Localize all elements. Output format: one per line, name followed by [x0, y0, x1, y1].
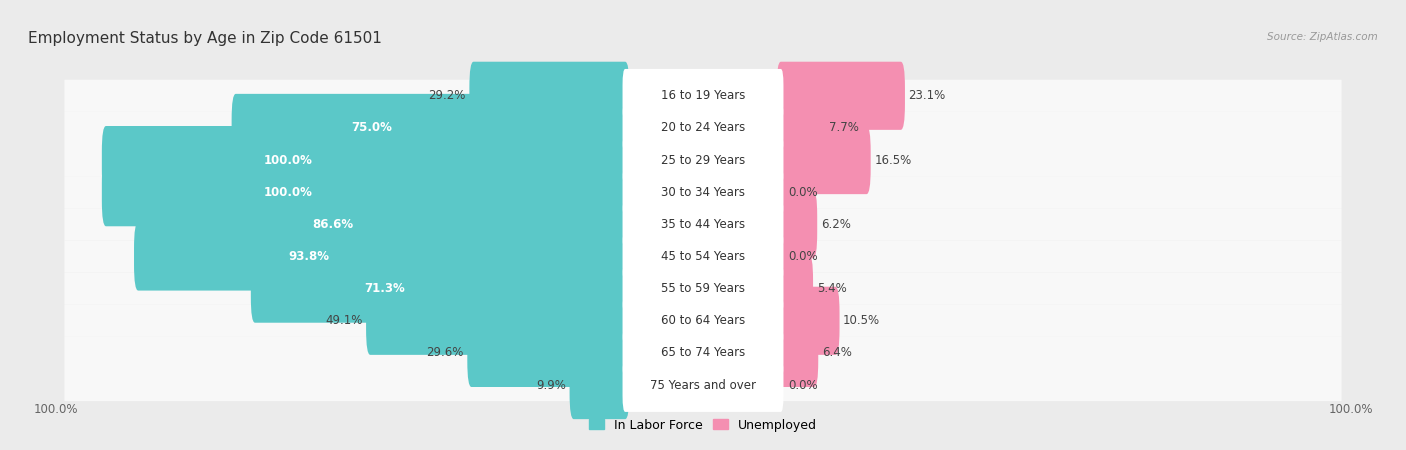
FancyBboxPatch shape: [366, 287, 630, 355]
FancyBboxPatch shape: [65, 369, 1341, 401]
FancyBboxPatch shape: [65, 208, 1341, 240]
FancyBboxPatch shape: [65, 305, 1341, 337]
FancyBboxPatch shape: [101, 126, 630, 194]
FancyBboxPatch shape: [776, 190, 817, 258]
Text: Source: ZipAtlas.com: Source: ZipAtlas.com: [1267, 32, 1378, 41]
FancyBboxPatch shape: [623, 262, 783, 315]
FancyBboxPatch shape: [776, 255, 813, 323]
Text: 55 to 59 Years: 55 to 59 Years: [661, 282, 745, 295]
Text: 100.0%: 100.0%: [263, 153, 312, 166]
FancyBboxPatch shape: [623, 133, 783, 187]
FancyBboxPatch shape: [776, 94, 825, 162]
Text: 30 to 34 Years: 30 to 34 Years: [661, 186, 745, 199]
Text: 100.0%: 100.0%: [34, 403, 77, 416]
FancyBboxPatch shape: [467, 319, 630, 387]
Text: 5.4%: 5.4%: [817, 282, 846, 295]
FancyBboxPatch shape: [623, 358, 783, 412]
Text: 10.5%: 10.5%: [844, 314, 880, 327]
FancyBboxPatch shape: [776, 126, 870, 194]
Text: 29.6%: 29.6%: [426, 346, 464, 360]
Text: 9.9%: 9.9%: [536, 378, 567, 392]
FancyBboxPatch shape: [65, 144, 1341, 176]
Text: 20 to 24 Years: 20 to 24 Years: [661, 122, 745, 135]
FancyBboxPatch shape: [470, 62, 630, 130]
FancyBboxPatch shape: [65, 112, 1341, 144]
Text: 25 to 29 Years: 25 to 29 Years: [661, 153, 745, 166]
Text: 16 to 19 Years: 16 to 19 Years: [661, 89, 745, 102]
Text: Employment Status by Age in Zip Code 61501: Employment Status by Age in Zip Code 615…: [28, 32, 382, 46]
FancyBboxPatch shape: [623, 294, 783, 348]
FancyBboxPatch shape: [101, 158, 630, 226]
FancyBboxPatch shape: [776, 319, 818, 387]
Text: 86.6%: 86.6%: [312, 218, 353, 231]
Text: 0.0%: 0.0%: [789, 378, 818, 392]
Legend: In Labor Force, Unemployed: In Labor Force, Unemployed: [583, 414, 823, 436]
FancyBboxPatch shape: [776, 287, 839, 355]
FancyBboxPatch shape: [65, 176, 1341, 208]
FancyBboxPatch shape: [623, 69, 783, 123]
FancyBboxPatch shape: [65, 273, 1341, 305]
FancyBboxPatch shape: [232, 94, 630, 162]
Text: 16.5%: 16.5%: [875, 153, 911, 166]
FancyBboxPatch shape: [65, 240, 1341, 273]
Text: 100.0%: 100.0%: [1329, 403, 1372, 416]
Text: 45 to 54 Years: 45 to 54 Years: [661, 250, 745, 263]
FancyBboxPatch shape: [776, 62, 905, 130]
FancyBboxPatch shape: [623, 198, 783, 251]
FancyBboxPatch shape: [623, 230, 783, 284]
FancyBboxPatch shape: [623, 101, 783, 155]
Text: 60 to 64 Years: 60 to 64 Years: [661, 314, 745, 327]
Text: 35 to 44 Years: 35 to 44 Years: [661, 218, 745, 231]
FancyBboxPatch shape: [623, 326, 783, 380]
FancyBboxPatch shape: [569, 351, 630, 419]
FancyBboxPatch shape: [250, 255, 630, 323]
FancyBboxPatch shape: [134, 222, 630, 291]
Text: 71.3%: 71.3%: [364, 282, 405, 295]
Text: 65 to 74 Years: 65 to 74 Years: [661, 346, 745, 360]
FancyBboxPatch shape: [623, 166, 783, 219]
Text: 0.0%: 0.0%: [789, 250, 818, 263]
Text: 6.4%: 6.4%: [823, 346, 852, 360]
Text: 49.1%: 49.1%: [325, 314, 363, 327]
Text: 6.2%: 6.2%: [821, 218, 851, 231]
Text: 7.7%: 7.7%: [828, 122, 859, 135]
FancyBboxPatch shape: [65, 80, 1341, 112]
Text: 93.8%: 93.8%: [288, 250, 329, 263]
Text: 75 Years and over: 75 Years and over: [650, 378, 756, 392]
Text: 100.0%: 100.0%: [263, 186, 312, 199]
Text: 0.0%: 0.0%: [789, 186, 818, 199]
FancyBboxPatch shape: [172, 190, 630, 258]
FancyBboxPatch shape: [65, 337, 1341, 369]
Text: 29.2%: 29.2%: [429, 89, 465, 102]
Text: 23.1%: 23.1%: [908, 89, 946, 102]
Text: 75.0%: 75.0%: [352, 122, 392, 135]
